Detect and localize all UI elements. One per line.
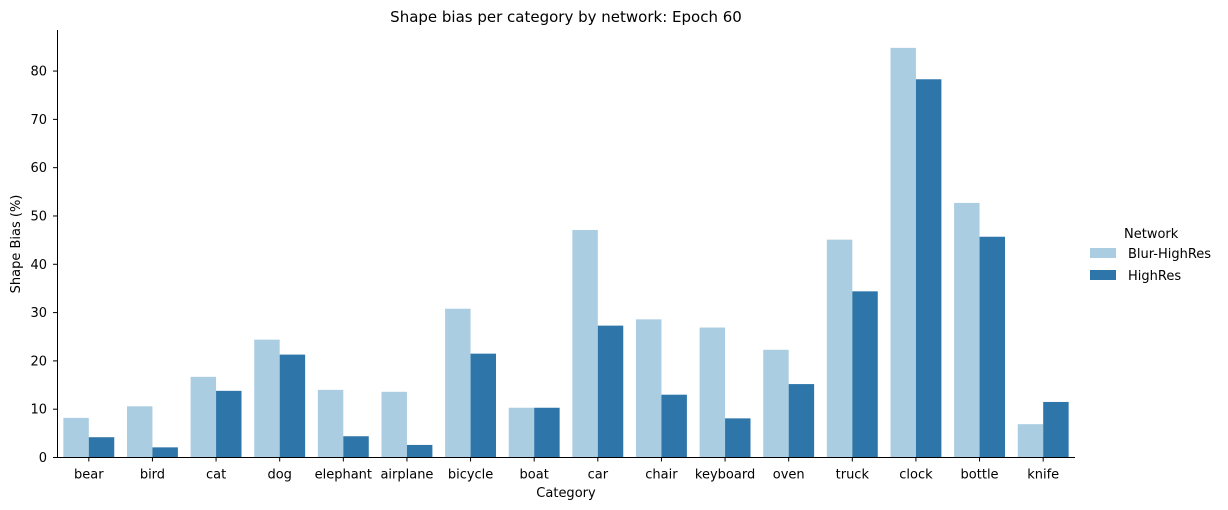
x-tick-label-knife: knife [1027,468,1059,483]
x-tick-label-boat: boat [520,468,549,483]
x-tick-label-clock: clock [899,468,933,483]
x-tick-label-elephant: elephant [315,468,372,483]
bar-blur-highres-dog [254,339,280,458]
x-axis: bear bird cat dog elephant airplane bicycle boa… [74,457,1059,483]
bar-blur-highres-keyboard [699,327,726,458]
bar-blur-highres-knife [1017,424,1044,458]
y-tick-label-50: 50 [30,209,47,224]
chart-title: Shape bias per category by network: Epoc… [390,8,742,26]
bars-group [63,47,1069,458]
y-tick-label-10: 10 [30,403,47,418]
legend-swatch-blur-highres [1090,248,1116,258]
bar-blur-highres-cat [190,376,217,458]
x-tick-label-bear: bear [74,468,104,483]
x-tick-label-car: car [588,468,609,483]
bar-highres-boat [534,407,560,458]
x-tick-label-airplane: airplane [380,468,433,483]
bar-highres-chair [661,394,687,458]
bar-blur-highres-bear [63,417,89,458]
bar-blur-highres-boat [508,407,535,458]
y-axis-label: Shape Bias (%) [9,195,24,294]
legend-title: Network [1124,227,1179,242]
y-tick-label-0: 0 [39,451,47,466]
y-tick-label-40: 40 [30,258,47,273]
x-tick-label-chair: chair [645,468,678,483]
y-tick-label-60: 60 [30,161,47,176]
bar-blur-highres-elephant [317,389,344,458]
bar-blur-highres-clock [890,47,916,458]
y-tick-label-70: 70 [30,113,47,128]
bar-highres-oven [788,384,815,458]
bar-highres-bear [88,437,115,458]
y-tick-label-80: 80 [30,65,47,80]
legend-label-blur-highres: Blur-HighRes [1128,247,1211,262]
legend: Network Blur-HighRes HighRes [1090,227,1211,284]
bar-highres-clock [915,79,942,458]
x-tick-label-dog: dog [267,468,291,483]
bar-blur-highres-bottle [954,202,980,458]
bar-highres-bicycle [470,353,497,458]
bar-blur-highres-bird [126,406,153,458]
x-tick-label-bicycle: bicycle [448,468,493,483]
x-tick-label-truck: truck [836,468,870,483]
bar-highres-elephant [343,436,369,458]
bar-highres-bird [152,447,178,458]
x-tick-label-oven: oven [773,468,805,483]
y-axis: 0 10 20 30 40 50 60 70 80 [30,65,57,466]
bar-highres-dog [279,354,306,458]
y-tick-label-20: 20 [30,354,47,369]
bar-highres-car [597,325,624,458]
bar-highres-bottle [979,236,1006,458]
bar-blur-highres-chair [635,319,662,458]
x-tick-label-bottle: bottle [961,468,999,483]
bar-blur-highres-airplane [381,391,407,458]
bar-highres-cat [216,390,242,458]
bar-highres-keyboard [725,418,751,458]
x-tick-label-keyboard: keyboard [695,468,755,483]
x-axis-label: Category [536,486,596,501]
bar-blur-highres-oven [763,349,789,458]
bar-blur-highres-car [572,229,598,458]
legend-label-highres: HighRes [1128,269,1181,284]
bar-blur-highres-truck [826,239,853,458]
bar-blur-highres-bicycle [445,308,471,458]
bar-highres-truck [852,291,878,458]
legend-swatch-highres [1090,270,1116,280]
x-tick-label-cat: cat [206,468,226,483]
x-tick-label-bird: bird [140,468,165,483]
bar-highres-airplane [406,444,433,458]
bar-highres-knife [1043,401,1069,458]
y-tick-label-30: 30 [30,306,47,321]
